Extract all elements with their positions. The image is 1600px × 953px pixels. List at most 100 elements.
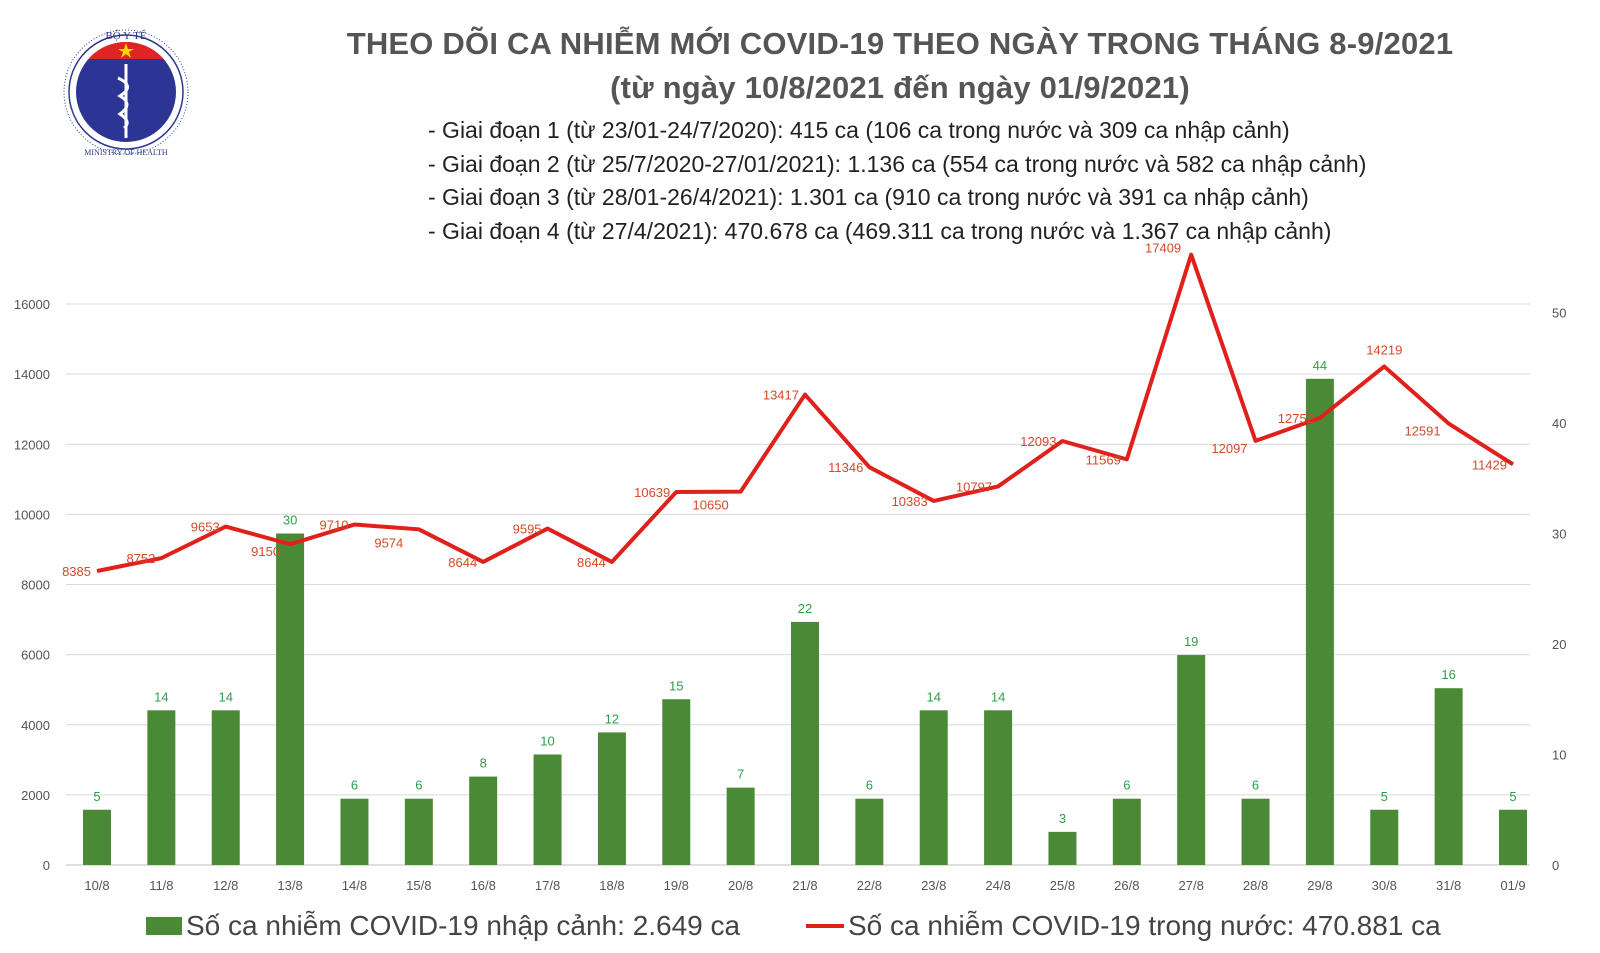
x-tick-label: 23/8 — [921, 878, 946, 893]
bar-data-label: 30 — [283, 513, 297, 528]
bar-data-label: 15 — [669, 678, 683, 693]
y-left-tick-label: 4000 — [21, 718, 50, 733]
bar-data-label: 6 — [1123, 778, 1130, 793]
bar — [791, 621, 819, 865]
bar — [404, 798, 433, 865]
y-right-tick-label: 10 — [1552, 748, 1566, 763]
bar-data-label: 44 — [1313, 358, 1327, 373]
bar — [855, 798, 884, 865]
line-data-label: 8644 — [577, 555, 606, 570]
line-data-label: 12752 — [1278, 411, 1314, 426]
bar — [597, 732, 626, 865]
line-data-label: 10650 — [693, 498, 729, 513]
bar — [340, 798, 369, 865]
bar — [919, 710, 948, 865]
bar — [1048, 831, 1077, 865]
bar — [1241, 798, 1270, 865]
bar — [662, 699, 691, 865]
bar-data-label: 19 — [1184, 634, 1198, 649]
legend-swatch-line — [806, 924, 844, 928]
bar — [147, 710, 176, 865]
line-data-label: 8752 — [126, 551, 155, 566]
x-tick-label: 11/8 — [149, 878, 173, 893]
x-tick-label: 22/8 — [857, 878, 882, 893]
x-tick-label: 14/8 — [342, 878, 367, 893]
bar — [533, 754, 562, 865]
line-data-label: 11569 — [1086, 452, 1121, 467]
bar-data-label: 6 — [351, 778, 358, 793]
x-tick-label: 31/8 — [1436, 878, 1461, 893]
bar-data-label: 5 — [1381, 789, 1388, 804]
bar — [83, 809, 111, 865]
x-tick-label: 19/8 — [664, 878, 689, 893]
bar-data-label: 14 — [218, 689, 232, 704]
bar — [211, 710, 240, 865]
line-data-label: 11346 — [828, 460, 863, 475]
y-left-tick-label: 2000 — [21, 788, 50, 803]
bar-data-label: 8 — [480, 756, 487, 771]
line-data-label: 9574 — [374, 535, 403, 550]
logo-text: BỘ Y TẾ — [105, 29, 146, 42]
bar-data-label: 5 — [1509, 789, 1516, 804]
x-tick-label: 21/8 — [792, 878, 817, 893]
bar-data-label: 22 — [798, 601, 812, 616]
x-tick-label: 16/8 — [471, 878, 496, 893]
legend-label-line: Số ca nhiễm COVID-19 trong nước: 470.881… — [848, 910, 1441, 941]
bar — [1370, 809, 1399, 865]
phase-1-text: - Giai đoạn 1 (từ 23/01-24/7/2020): 415 … — [428, 117, 1290, 143]
bar-data-label: 6 — [866, 778, 873, 793]
x-tick-label: 27/8 — [1179, 878, 1204, 893]
line-data-label: 9150 — [251, 544, 280, 559]
phase-4-text: - Giai đoạn 4 (từ 27/4/2021): 470.678 ca… — [428, 218, 1332, 244]
line-data-label: 17409 — [1145, 241, 1181, 256]
bar — [1112, 798, 1141, 865]
ministry-of-health-logo: BỘ Y TẾ MINISTRY OF HEALTH — [63, 29, 189, 157]
bar — [276, 533, 305, 865]
chart-title: THEO DÕI CA NHIỄM MỚI COVID-19 THEO NGÀY… — [346, 26, 1454, 61]
bar — [1499, 809, 1527, 865]
line-data-label: 9710 — [320, 518, 349, 533]
legend-swatch-bar — [146, 917, 182, 935]
x-tick-label: 10/8 — [84, 878, 109, 893]
bar — [1177, 655, 1206, 865]
y-right-tick-label: 40 — [1552, 416, 1566, 431]
line-data-label: 9595 — [513, 522, 542, 537]
line-data-label: 13417 — [763, 388, 799, 403]
bar — [984, 710, 1013, 865]
x-tick-label: 28/8 — [1243, 878, 1268, 893]
x-tick-label: 18/8 — [599, 878, 624, 893]
y-left-tick-label: 6000 — [21, 648, 50, 663]
bar-data-label: 5 — [93, 789, 100, 804]
bar-data-label: 3 — [1059, 811, 1066, 826]
line-data-label: 12591 — [1404, 424, 1440, 439]
chart-subtitle: (từ ngày 10/8/2021 đến ngày 01/9/2021) — [610, 70, 1190, 105]
y-right-tick-label: 20 — [1552, 637, 1566, 652]
x-tick-label: 30/8 — [1372, 878, 1397, 893]
line-data-label: 8385 — [62, 564, 91, 579]
line-data-label: 12093 — [1020, 434, 1056, 449]
bar-data-label: 6 — [1252, 778, 1259, 793]
phase-3-text: - Giai đoạn 3 (từ 28/01-26/4/2021): 1.30… — [428, 184, 1309, 210]
line-data-label: 12097 — [1211, 441, 1247, 456]
line-data-label: 10383 — [892, 494, 928, 509]
bar-data-label: 14 — [991, 689, 1005, 704]
bar-data-label: 10 — [540, 734, 554, 749]
bar-data-label: 14 — [154, 689, 168, 704]
x-tick-label: 25/8 — [1050, 878, 1075, 893]
line-data-label: 8644 — [448, 555, 477, 570]
svg-text:MINISTRY OF HEALTH: MINISTRY OF HEALTH — [84, 148, 168, 157]
legend-item-bar: Số ca nhiễm COVID-19 nhập cảnh: 2.649 ca — [146, 910, 740, 942]
bar-data-label: 16 — [1441, 667, 1455, 682]
y-right-tick-label: 30 — [1552, 527, 1566, 542]
y-left-tick-label: 12000 — [14, 437, 50, 452]
y-left-tick-label: 10000 — [14, 507, 50, 522]
bar — [1434, 688, 1463, 865]
bar-data-label: 14 — [926, 689, 940, 704]
y-left-tick-label: 14000 — [14, 367, 50, 382]
legend-label-bar: Số ca nhiễm COVID-19 nhập cảnh: 2.649 ca — [186, 910, 741, 941]
bar-data-label: 7 — [737, 767, 744, 782]
y-right-tick-label: 0 — [1552, 858, 1559, 873]
x-tick-label: 13/8 — [277, 878, 302, 893]
x-tick-label: 20/8 — [728, 878, 753, 893]
